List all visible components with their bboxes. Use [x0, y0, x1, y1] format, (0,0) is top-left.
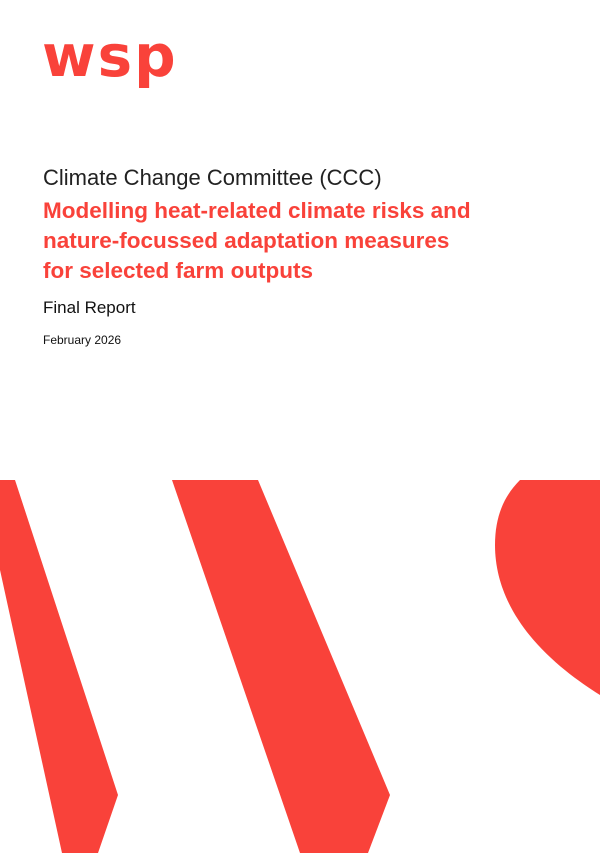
title-line: nature-focussed adaptation measures — [43, 228, 450, 253]
report-type: Final Report — [43, 298, 136, 317]
title-line: Modelling heat-related climate risks and — [43, 198, 471, 223]
logo: wsp — [42, 22, 178, 90]
organisation: Climate Change Committee (CCC) — [43, 165, 382, 190]
stripe-left — [0, 480, 118, 853]
report-date: February 2026 — [43, 333, 122, 347]
stripe-middle — [172, 480, 390, 853]
title-line: for selected farm outputs — [43, 258, 314, 283]
report-title: Modelling heat-related climate risks and… — [43, 196, 471, 286]
curve-right — [495, 480, 600, 695]
